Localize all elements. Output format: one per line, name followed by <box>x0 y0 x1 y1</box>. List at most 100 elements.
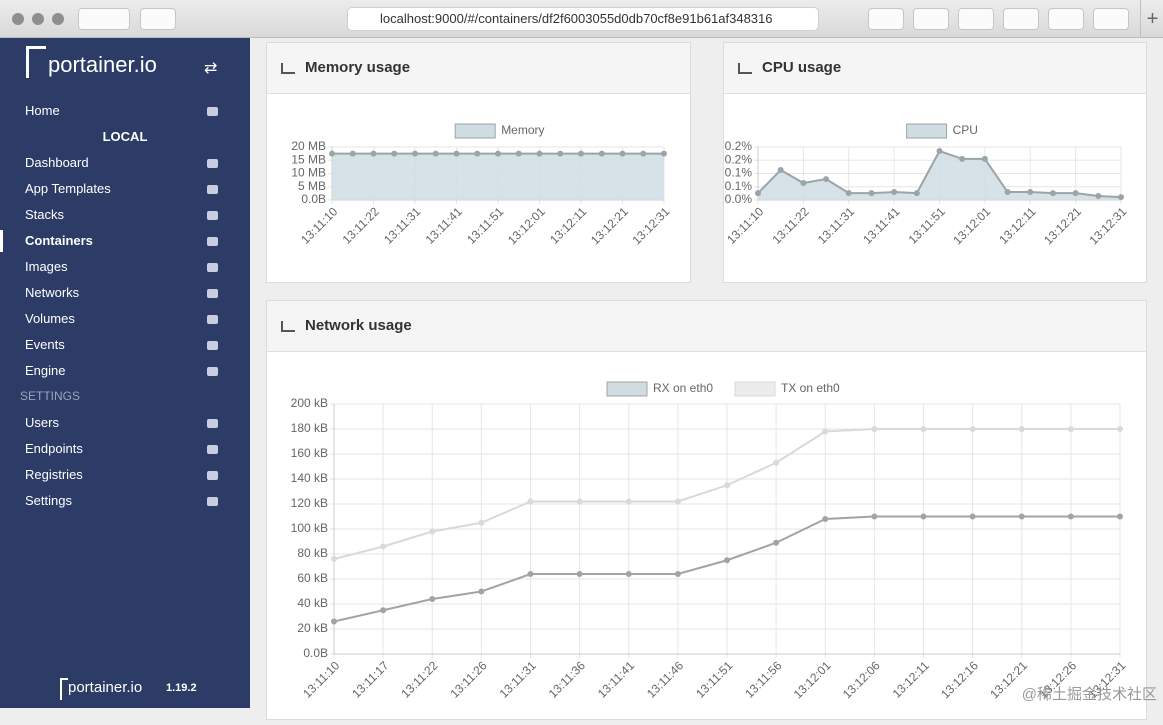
point <box>1118 194 1124 200</box>
x-tick-label: 13:11:22 <box>769 204 812 247</box>
point <box>495 151 501 157</box>
y-tick-label: 20 MB <box>291 139 326 153</box>
point <box>868 190 874 196</box>
legend-label: TX on eth0 <box>781 381 840 395</box>
nav-item[interactable]: Registries <box>25 467 83 482</box>
logo[interactable]: portainer.io <box>48 52 157 78</box>
toggle-icon[interactable]: ⇄ <box>204 58 217 78</box>
point <box>640 151 646 157</box>
point <box>773 460 779 466</box>
point <box>1095 193 1101 199</box>
active-indicator <box>0 230 3 252</box>
point <box>959 156 965 162</box>
point <box>823 176 829 182</box>
x-tick-label: 13:11:17 <box>349 658 392 701</box>
point <box>970 426 976 432</box>
password-button[interactable] <box>1003 8 1039 30</box>
minimize-button[interactable] <box>32 13 44 25</box>
point <box>871 426 877 432</box>
nav-icon <box>207 159 218 168</box>
x-tick-label: 13:12:16 <box>938 658 981 701</box>
y-tick-label: 0.1% <box>725 166 753 180</box>
point <box>921 426 927 432</box>
nav-item[interactable]: Endpoints <box>25 441 83 456</box>
nav-icon <box>207 341 218 350</box>
x-tick-label: 13:12:31 <box>629 204 672 247</box>
x-tick-label: 13:11:41 <box>860 204 903 247</box>
nav-item[interactable]: App Templates <box>25 181 111 196</box>
panel-title: CPU usage <box>724 43 1146 94</box>
nav-icon <box>207 471 218 480</box>
point <box>675 571 681 577</box>
x-tick-label: 13:11:10 <box>298 204 341 247</box>
nav-item[interactable]: Engine <box>25 363 65 378</box>
zoom-button[interactable] <box>52 13 64 25</box>
point <box>577 571 583 577</box>
nav-item[interactable]: Networks <box>25 285 79 300</box>
y-tick-label: 0.1% <box>725 179 753 193</box>
point <box>1117 514 1123 520</box>
x-tick-label: 13:12:11 <box>890 658 933 701</box>
close-button[interactable] <box>12 13 24 25</box>
x-tick-label: 13:12:11 <box>547 204 590 247</box>
legend-label: CPU <box>953 123 978 137</box>
nav-item[interactable]: Stacks <box>25 207 64 222</box>
extension-button[interactable] <box>913 8 949 30</box>
point <box>1068 514 1074 520</box>
point <box>478 589 484 595</box>
new-tab[interactable]: + <box>1140 0 1163 38</box>
y-tick-label: 60 kB <box>297 571 328 585</box>
nav-buttons[interactable] <box>78 8 130 30</box>
tabs-button[interactable] <box>1093 8 1129 30</box>
x-tick-label: 13:12:01 <box>791 658 834 701</box>
point <box>1019 426 1025 432</box>
footer-logo: portainer.io <box>68 679 142 696</box>
nav-icon <box>207 289 218 298</box>
point <box>800 180 806 186</box>
x-tick-label: 13:12:11 <box>996 204 1039 247</box>
point <box>577 499 583 505</box>
point <box>380 607 386 613</box>
nav-item[interactable]: Events <box>25 337 65 352</box>
share-button[interactable] <box>1048 8 1084 30</box>
point <box>822 429 828 435</box>
y-tick-label: 0.2% <box>725 139 753 153</box>
nav-icon <box>207 107 218 116</box>
x-tick-label: 13:12:31 <box>1086 204 1129 247</box>
point <box>528 571 534 577</box>
nav-item[interactable]: Settings <box>25 493 72 508</box>
y-tick-label: 15 MB <box>291 152 326 166</box>
area <box>332 154 664 200</box>
point <box>846 190 852 196</box>
point <box>661 151 667 157</box>
nav-item[interactable]: Containers <box>25 233 93 248</box>
nav-item[interactable]: Users <box>25 415 59 430</box>
x-tick-label: 13:11:31 <box>381 204 424 247</box>
download-button[interactable] <box>868 8 904 30</box>
extension-button[interactable] <box>958 8 994 30</box>
point <box>433 151 439 157</box>
nav-item[interactable]: Volumes <box>25 311 75 326</box>
point <box>329 151 335 157</box>
point <box>937 148 943 154</box>
nav-icon <box>207 367 218 376</box>
nav-icon <box>207 263 218 272</box>
y-tick-label: 200 kB <box>291 396 328 410</box>
y-tick-label: 40 kB <box>297 596 328 610</box>
nav-item[interactable]: Dashboard <box>25 155 89 170</box>
legend-swatch <box>907 124 947 138</box>
nav-item[interactable]: Images <box>25 259 68 274</box>
point <box>429 596 435 602</box>
nav-item[interactable]: Home <box>25 103 60 118</box>
point <box>1073 190 1079 196</box>
x-tick-label: 13:11:31 <box>815 204 858 247</box>
url-bar[interactable]: localhost:9000/#/containers/df2f6003055d… <box>347 7 819 31</box>
point <box>773 540 779 546</box>
nav-icon <box>207 419 218 428</box>
point <box>891 189 897 195</box>
point <box>380 544 386 550</box>
sidebar-button[interactable] <box>140 8 176 30</box>
point <box>528 499 534 505</box>
